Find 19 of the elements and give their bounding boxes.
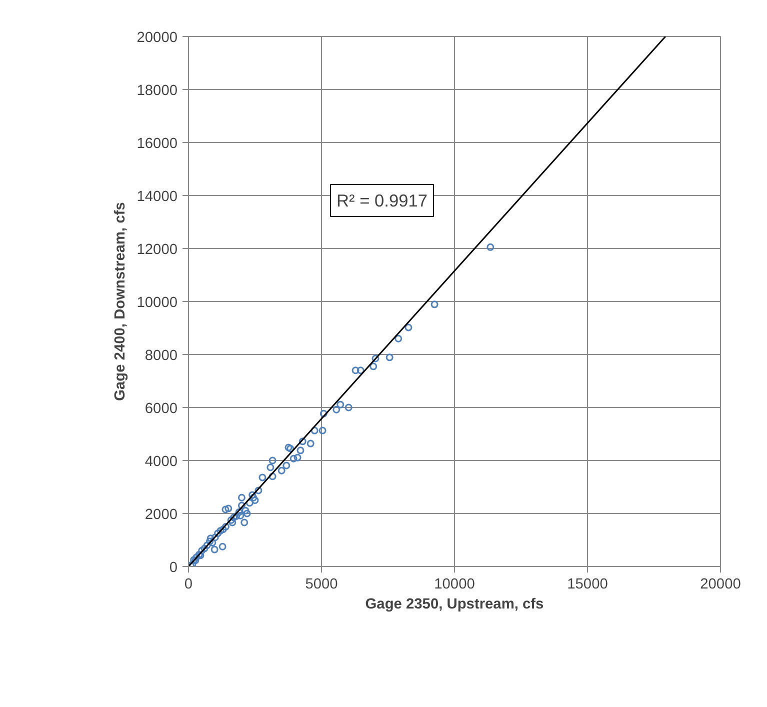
x-tick-label: 20000 [700, 576, 741, 592]
x-tick-label: 0 [184, 576, 193, 592]
y-tick-label: 8000 [144, 348, 178, 364]
y-tick-label: 20000 [136, 30, 178, 46]
x-axis-title: Gage 2350, Upstream, cfs [365, 596, 544, 612]
y-tick-label: 14000 [136, 189, 178, 205]
y-tick-label: 2000 [144, 507, 178, 523]
annotation: R² = 0.9917 [336, 190, 428, 210]
y-tick-label: 4000 [144, 454, 178, 470]
y-axis-title: Gage 2400, Downstream, cfs [112, 202, 129, 401]
y-tick-label: 6000 [144, 401, 178, 417]
y-tick-label: 16000 [136, 136, 178, 152]
y-tick-label: 18000 [136, 83, 178, 99]
x-tick-label: 15000 [567, 576, 608, 592]
y-tick-label: 0 [169, 560, 178, 576]
x-tick-label: 10000 [434, 576, 475, 592]
y-tick-label: 12000 [136, 242, 178, 258]
y-tick-label: 10000 [136, 295, 178, 311]
x-tick-label: 5000 [305, 576, 338, 592]
